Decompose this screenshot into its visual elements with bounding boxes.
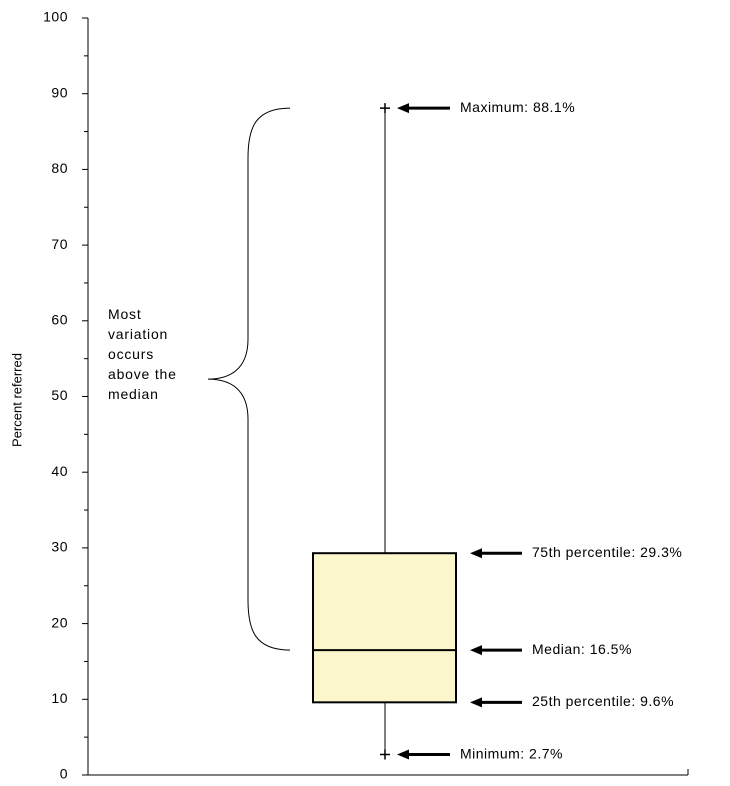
y-tick-label: 30 bbox=[51, 539, 68, 555]
value-label: Maximum: 88.1% bbox=[460, 99, 575, 115]
brace bbox=[207, 107, 291, 651]
value-label: 25th percentile: 9.6% bbox=[532, 693, 674, 709]
box bbox=[312, 552, 457, 704]
extreme-marker bbox=[380, 103, 390, 114]
arrow-head bbox=[470, 645, 482, 656]
value-label: Minimum: 2.7% bbox=[460, 745, 563, 761]
arrow-head bbox=[470, 548, 482, 559]
y-tick-label: 50 bbox=[51, 387, 68, 403]
extreme-marker bbox=[380, 749, 390, 760]
y-tick-label: 70 bbox=[51, 236, 68, 252]
arrow-head bbox=[397, 103, 409, 114]
y-tick-label: 20 bbox=[51, 614, 68, 630]
y-tick-label: 90 bbox=[51, 84, 68, 100]
annotation: Most variation occurs above the median bbox=[108, 306, 177, 402]
value-label: 75th percentile: 29.3% bbox=[532, 544, 682, 560]
y-tick-label: 80 bbox=[51, 160, 68, 176]
y-tick-label: 60 bbox=[51, 312, 68, 328]
y-tick-label: 40 bbox=[51, 463, 68, 479]
value-label: Median: 16.5% bbox=[532, 641, 632, 657]
arrow-head bbox=[470, 697, 482, 708]
y-tick-label: 100 bbox=[43, 9, 68, 25]
y-axis-label: Percent referred bbox=[9, 353, 24, 447]
arrow-head bbox=[397, 749, 409, 760]
y-tick-label: 0 bbox=[60, 766, 68, 781]
y-tick-label: 10 bbox=[51, 690, 68, 706]
